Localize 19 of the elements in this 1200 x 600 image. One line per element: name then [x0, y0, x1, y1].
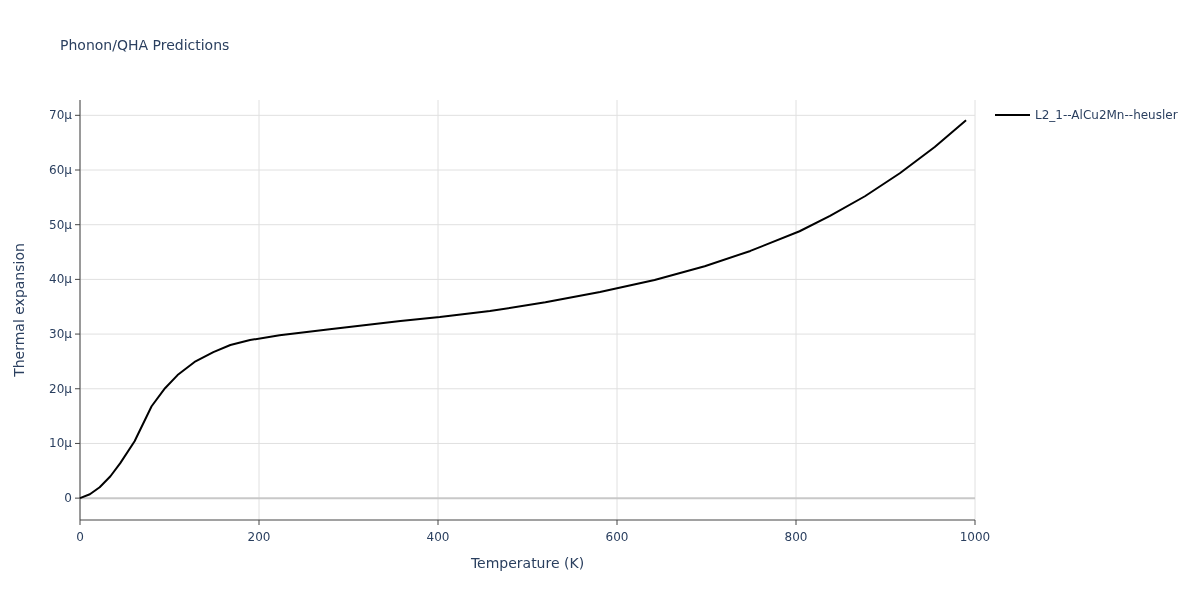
x-tick-label: 1000 [959, 530, 991, 544]
y-tick-label: 20µ [49, 381, 73, 396]
line-series [79, 119, 968, 500]
x-tick-label: 800 [784, 530, 808, 544]
legend-label: L2_1--AlCu2Mn--heusler [1035, 108, 1178, 122]
y-tick-label: 40µ [49, 272, 73, 287]
x-tick-label: 600 [605, 530, 629, 544]
y-tick-label: 30µ [49, 327, 73, 342]
y-tick-label: 10µ [49, 436, 73, 451]
y-tick-label: 60µ [49, 163, 73, 177]
x-axis-title: Temperature (K) [469, 555, 585, 571]
x-tick-label: 200 [247, 530, 271, 544]
y-tick-label: 0 [64, 491, 72, 506]
x-tick-label: 400 [426, 530, 450, 544]
chart-title: Phonon/QHA Predictions [60, 37, 230, 53]
y-axis-title: Thermal expansion [11, 243, 27, 378]
x-tick-label: 0 [76, 530, 84, 544]
y-tick-label: 50µ [49, 217, 73, 232]
y-tick-label: 70µ [49, 108, 73, 123]
